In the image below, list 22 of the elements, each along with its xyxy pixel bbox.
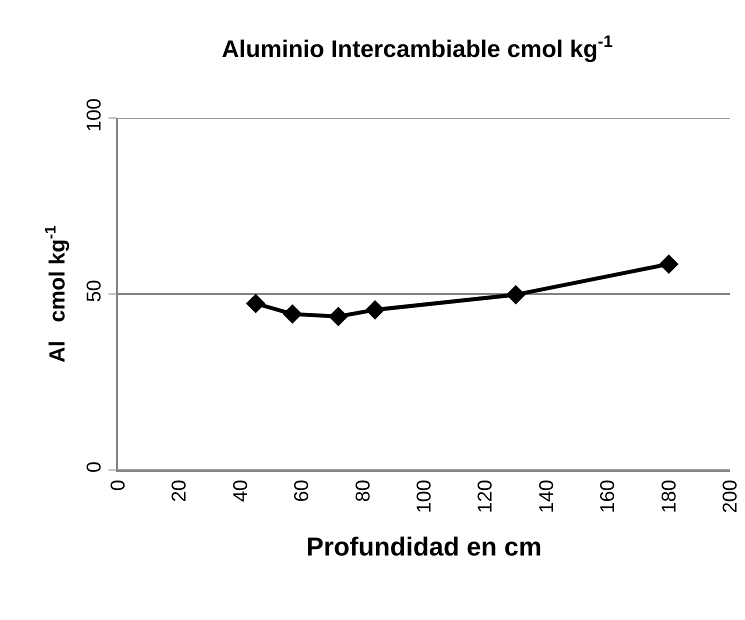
x-tick-label: 0	[108, 480, 130, 491]
x-tick-label: 180	[658, 480, 680, 514]
point	[246, 294, 266, 314]
x-tick-label: 80	[352, 480, 374, 502]
point	[506, 284, 526, 304]
x-tick-label: 200	[720, 480, 742, 514]
y-tick-label: 0	[83, 461, 106, 473]
point	[282, 304, 302, 324]
y-tick-label: 50	[83, 280, 106, 302]
x-tick-label: 120	[474, 480, 497, 514]
x-tick-label: 140	[536, 480, 558, 514]
point	[659, 254, 679, 274]
point	[365, 300, 385, 320]
x-axis-title: Profundidad en cm	[306, 531, 542, 562]
x-tick-label: 100	[414, 480, 436, 514]
point	[328, 306, 348, 326]
x-tick-label: 40	[230, 480, 252, 502]
x-tick-label: 160	[597, 480, 620, 514]
x-tick-label: 60	[291, 480, 314, 502]
chart-title: Aluminio Intercambiable cmol kg$^{-1}$	[222, 32, 613, 64]
y-tick-label: 100	[83, 98, 106, 132]
x-tick-label: 20	[168, 480, 191, 502]
